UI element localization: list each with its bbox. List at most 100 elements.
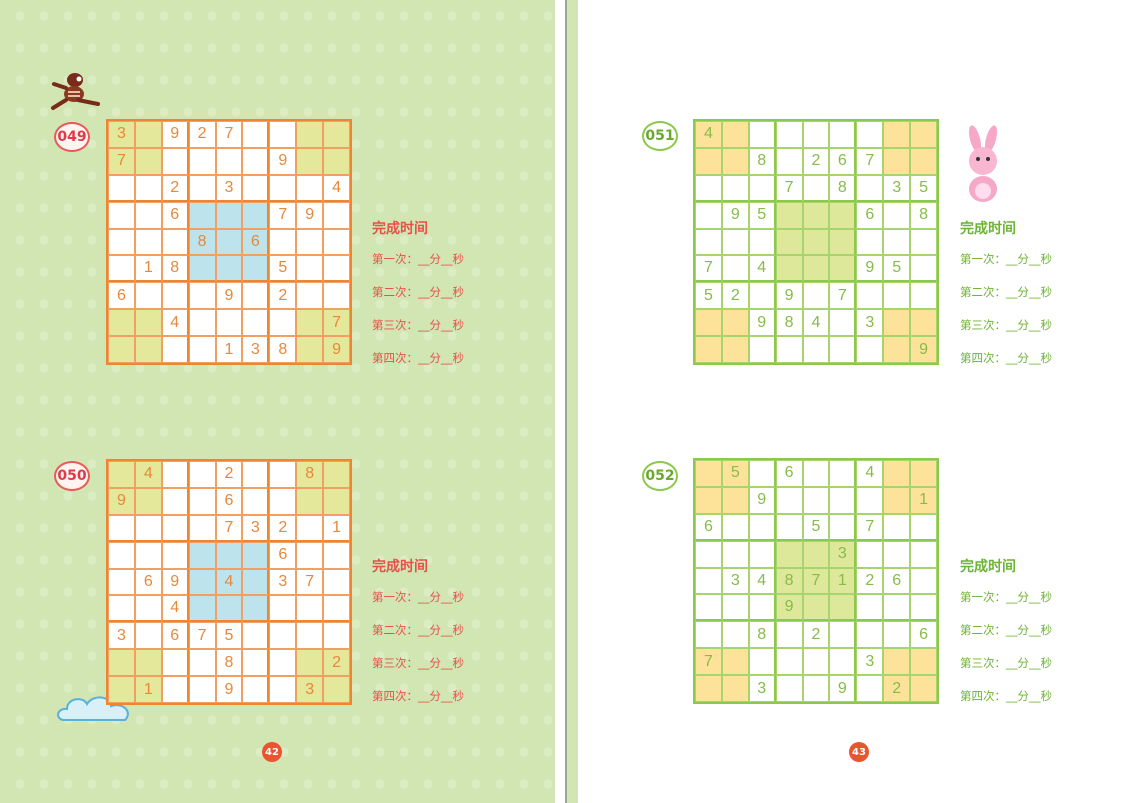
sudoku-empty-cell[interactable] (188, 336, 216, 363)
sudoku-empty-cell[interactable] (721, 513, 749, 541)
sudoku-empty-cell[interactable] (802, 336, 830, 363)
sudoku-empty-cell[interactable] (695, 486, 722, 514)
sudoku-empty-cell[interactable] (802, 540, 830, 568)
sudoku-empty-cell[interactable] (323, 541, 350, 569)
sudoku-empty-cell[interactable] (721, 174, 749, 202)
sudoku-empty-cell[interactable] (695, 621, 722, 649)
sudoku-empty-cell[interactable] (323, 147, 350, 175)
sudoku-empty-cell[interactable] (721, 648, 749, 676)
sudoku-empty-cell[interactable] (910, 228, 937, 256)
sudoku-empty-cell[interactable] (242, 487, 270, 515)
sudoku-empty-cell[interactable] (695, 460, 722, 487)
sudoku-empty-cell[interactable] (242, 309, 270, 337)
sudoku-empty-cell[interactable] (829, 121, 857, 148)
sudoku-empty-cell[interactable] (134, 147, 162, 175)
sudoku-empty-cell[interactable] (775, 675, 803, 702)
sudoku-empty-cell[interactable] (161, 541, 189, 569)
sudoku-empty-cell[interactable] (775, 228, 803, 256)
sudoku-empty-cell[interactable] (829, 255, 857, 283)
sudoku-empty-cell[interactable] (242, 255, 270, 283)
sudoku-empty-cell[interactable] (748, 460, 776, 487)
sudoku-empty-cell[interactable] (296, 228, 324, 256)
sudoku-empty-cell[interactable] (188, 487, 216, 515)
sudoku-empty-cell[interactable] (242, 121, 270, 148)
sudoku-empty-cell[interactable] (296, 487, 324, 515)
sudoku-empty-cell[interactable] (856, 486, 884, 514)
sudoku-empty-cell[interactable] (134, 336, 162, 363)
sudoku-empty-cell[interactable] (775, 513, 803, 541)
sudoku-empty-cell[interactable] (721, 486, 749, 514)
sudoku-empty-cell[interactable] (910, 147, 937, 175)
sudoku-empty-cell[interactable] (108, 201, 135, 229)
sudoku-empty-cell[interactable] (883, 336, 911, 363)
sudoku-empty-cell[interactable] (161, 147, 189, 175)
sudoku-empty-cell[interactable] (748, 228, 776, 256)
sudoku-empty-cell[interactable] (323, 622, 350, 650)
sudoku-empty-cell[interactable] (188, 309, 216, 337)
sudoku-empty-cell[interactable] (883, 513, 911, 541)
sudoku-empty-cell[interactable] (161, 649, 189, 677)
sudoku-empty-cell[interactable] (134, 121, 162, 148)
sudoku-empty-cell[interactable] (188, 147, 216, 175)
sudoku-empty-cell[interactable] (188, 174, 216, 202)
sudoku-empty-cell[interactable] (242, 568, 270, 596)
sudoku-empty-cell[interactable] (188, 201, 216, 229)
sudoku-empty-cell[interactable] (775, 486, 803, 514)
sudoku-empty-cell[interactable] (215, 541, 243, 569)
sudoku-empty-cell[interactable] (242, 174, 270, 202)
sudoku-empty-cell[interactable] (242, 649, 270, 677)
sudoku-empty-cell[interactable] (242, 541, 270, 569)
sudoku-empty-cell[interactable] (775, 201, 803, 229)
sudoku-empty-cell[interactable] (910, 460, 937, 487)
sudoku-empty-cell[interactable] (883, 201, 911, 229)
sudoku-empty-cell[interactable] (134, 174, 162, 202)
sudoku-empty-cell[interactable] (188, 541, 216, 569)
sudoku-empty-cell[interactable] (748, 513, 776, 541)
sudoku-empty-cell[interactable] (910, 594, 937, 622)
sudoku-empty-cell[interactable] (856, 594, 884, 622)
sudoku-empty-cell[interactable] (188, 676, 216, 703)
sudoku-empty-cell[interactable] (161, 514, 189, 542)
sudoku-empty-cell[interactable] (323, 121, 350, 148)
sudoku-empty-cell[interactable] (108, 336, 135, 363)
sudoku-empty-cell[interactable] (695, 174, 722, 202)
sudoku-empty-cell[interactable] (134, 309, 162, 337)
sudoku-empty-cell[interactable] (748, 121, 776, 148)
sudoku-empty-cell[interactable] (323, 228, 350, 256)
sudoku-empty-cell[interactable] (296, 255, 324, 283)
sudoku-empty-cell[interactable] (721, 147, 749, 175)
sudoku-empty-cell[interactable] (802, 282, 830, 310)
sudoku-empty-cell[interactable] (829, 513, 857, 541)
sudoku-empty-cell[interactable] (108, 649, 135, 677)
sudoku-empty-cell[interactable] (215, 228, 243, 256)
sudoku-empty-cell[interactable] (802, 228, 830, 256)
sudoku-empty-cell[interactable] (829, 309, 857, 337)
sudoku-empty-cell[interactable] (856, 540, 884, 568)
sudoku-empty-cell[interactable] (161, 676, 189, 703)
sudoku-empty-cell[interactable] (323, 595, 350, 623)
sudoku-empty-cell[interactable] (910, 513, 937, 541)
sudoku-empty-cell[interactable] (323, 676, 350, 703)
sudoku-empty-cell[interactable] (296, 622, 324, 650)
sudoku-empty-cell[interactable] (748, 336, 776, 363)
sudoku-empty-cell[interactable] (269, 676, 297, 703)
sudoku-empty-cell[interactable] (296, 649, 324, 677)
sudoku-empty-cell[interactable] (721, 594, 749, 622)
sudoku-empty-cell[interactable] (883, 147, 911, 175)
sudoku-empty-cell[interactable] (323, 282, 350, 310)
sudoku-empty-cell[interactable] (802, 255, 830, 283)
sudoku-empty-cell[interactable] (748, 594, 776, 622)
sudoku-empty-cell[interactable] (296, 147, 324, 175)
sudoku-empty-cell[interactable] (215, 595, 243, 623)
sudoku-empty-cell[interactable] (108, 174, 135, 202)
sudoku-empty-cell[interactable] (910, 282, 937, 310)
sudoku-empty-cell[interactable] (829, 594, 857, 622)
sudoku-empty-cell[interactable] (695, 147, 722, 175)
sudoku-empty-cell[interactable] (269, 228, 297, 256)
sudoku-empty-cell[interactable] (108, 228, 135, 256)
sudoku-empty-cell[interactable] (269, 622, 297, 650)
sudoku-empty-cell[interactable] (829, 621, 857, 649)
sudoku-empty-cell[interactable] (721, 336, 749, 363)
sudoku-empty-cell[interactable] (748, 174, 776, 202)
sudoku-empty-cell[interactable] (323, 487, 350, 515)
